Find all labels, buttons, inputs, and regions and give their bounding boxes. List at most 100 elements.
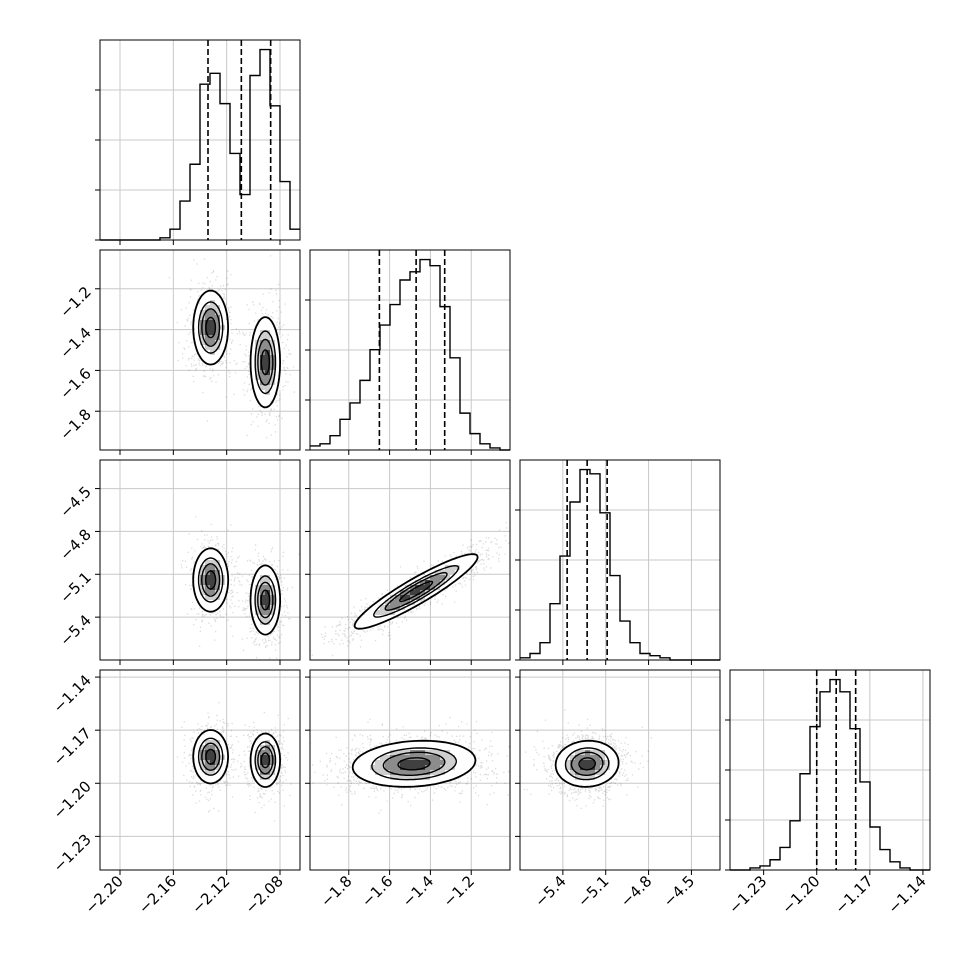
density-cell: [390, 765, 396, 771]
density-cell: [210, 560, 216, 566]
density-cell: [375, 765, 381, 771]
density-cell: [560, 765, 566, 771]
density-cell: [265, 615, 271, 621]
contour-line: [257, 338, 274, 386]
density-cell: [255, 570, 261, 576]
density-cell: [390, 745, 396, 751]
density-cell: [370, 615, 376, 621]
density-cell: [580, 770, 586, 776]
density-cell: [470, 555, 476, 561]
density-cell: [200, 340, 206, 346]
density-cell: [205, 555, 211, 561]
density-cell: [415, 770, 421, 776]
density-cell: [205, 550, 211, 556]
density-cell: [365, 750, 371, 756]
density-cell: [270, 385, 276, 391]
panel-content: [176, 701, 292, 822]
x-tick-label: −1.8: [317, 872, 355, 910]
density-cell: [275, 755, 281, 761]
density-cell: [270, 375, 276, 381]
density-cell: [575, 745, 581, 751]
density-cell: [440, 745, 446, 751]
density-cell: [220, 740, 226, 746]
density-cell: [215, 320, 221, 326]
density-cell: [440, 565, 446, 571]
density-cell: [355, 765, 361, 771]
density-cell: [195, 590, 201, 596]
density-cell: [450, 770, 456, 776]
density-cell: [195, 330, 201, 336]
density-cell: [255, 325, 261, 331]
density-cell: [260, 615, 266, 621]
density-cell: [260, 755, 266, 761]
density-cell: [215, 340, 221, 346]
density-cell: [215, 735, 221, 741]
density-cell: [195, 320, 201, 326]
density-cell: [460, 570, 466, 576]
joint-panel-1-2: [309, 459, 511, 661]
density-cell: [210, 745, 216, 751]
density-cell: [445, 580, 451, 586]
density-cell: [255, 335, 261, 341]
density-cell: [415, 585, 421, 591]
contour-line: [578, 757, 596, 771]
density-cell: [255, 750, 261, 756]
density-cell: [205, 590, 211, 596]
density-cell: [455, 570, 461, 576]
density-cell: [205, 595, 211, 601]
density-cell: [220, 745, 226, 751]
density-cell: [445, 745, 451, 751]
density-cell: [195, 325, 201, 331]
density-cell: [370, 620, 376, 626]
density-cell: [385, 615, 391, 621]
density-cell: [365, 755, 371, 761]
density-cell: [265, 345, 271, 351]
panel-frame: [519, 459, 721, 661]
density-cell: [430, 770, 436, 776]
x-tick-label: −5.1: [574, 872, 612, 910]
density-cell: [420, 775, 426, 781]
contour-line: [249, 316, 282, 409]
density-cell: [555, 760, 561, 766]
density-cell: [395, 755, 401, 761]
density-cell: [200, 590, 206, 596]
density-cell: [205, 730, 211, 736]
density-cell: [195, 595, 201, 601]
density-cell: [195, 305, 201, 311]
panel-frame: [99, 249, 301, 451]
panel-frame: [309, 459, 511, 661]
density-cell: [560, 775, 566, 781]
x-tick-label: −2.20: [82, 872, 127, 917]
density-cell: [610, 770, 616, 776]
x-tick-label: −1.6: [358, 872, 396, 910]
density-cell: [395, 750, 401, 756]
density-cell: [195, 315, 201, 321]
density-cell: [450, 775, 456, 781]
density-cell: [220, 590, 226, 596]
density-cell: [460, 760, 466, 766]
density-cell: [455, 765, 461, 771]
density-cell: [270, 570, 276, 576]
density-cell: [465, 760, 471, 766]
density-cell: [605, 760, 611, 766]
density-cell: [365, 760, 371, 766]
density-cell: [275, 345, 281, 351]
density-cell: [425, 570, 431, 576]
y-tick-label: −5.1: [56, 568, 94, 606]
density-cell: [370, 755, 376, 761]
density-cell: [200, 295, 206, 301]
density-cell: [265, 355, 271, 361]
density-cell: [570, 755, 576, 761]
density-cell: [405, 780, 411, 786]
density-cell: [215, 355, 221, 361]
density-cell: [265, 755, 271, 761]
density-cell: [215, 590, 221, 596]
density-cell: [435, 770, 441, 776]
density-cell: [435, 750, 441, 756]
density-cell: [430, 755, 436, 761]
density-cell: [215, 325, 221, 331]
density-cell: [270, 390, 276, 396]
density-cell: [375, 780, 381, 786]
density-cell: [250, 370, 256, 376]
y-tick-label: −1.17: [50, 724, 95, 769]
